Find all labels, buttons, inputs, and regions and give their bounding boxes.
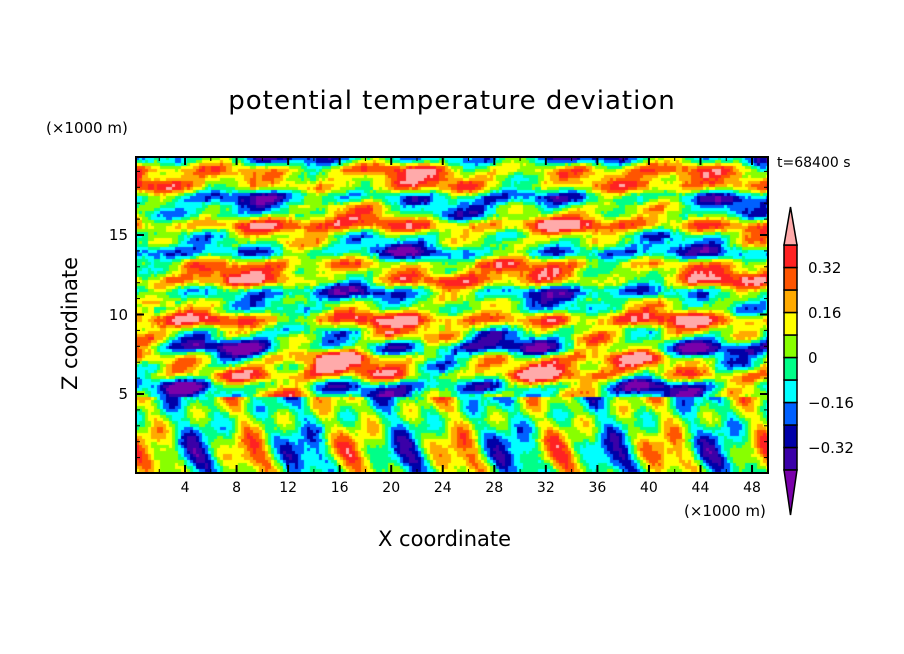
y-tick-label: 15 <box>108 226 128 244</box>
colorbar-extend-bottom <box>783 469 798 516</box>
x-tick-label: 32 <box>536 480 555 496</box>
colorbar-box <box>783 334 798 359</box>
colorbar-tick-label: 0 <box>808 348 818 367</box>
plot-frame <box>135 156 769 474</box>
x-unit-label: (×1000 m) <box>684 502 766 520</box>
time-label: t=68400 s <box>777 155 851 171</box>
colorbar-tick-label: −0.16 <box>808 393 854 412</box>
x-tick-label: 44 <box>691 480 710 496</box>
colorbar-box <box>783 311 798 336</box>
colorbar-tick-label: 0.16 <box>808 303 842 322</box>
colorbar-box <box>783 446 798 471</box>
colorbar-box <box>783 356 798 381</box>
colorbar-box <box>783 401 798 426</box>
x-tick-label: 24 <box>433 480 452 496</box>
colorbar-tick-label: −0.32 <box>808 438 854 457</box>
x-tick-label: 28 <box>485 480 504 496</box>
y-axis-label: Z coordinate <box>58 256 82 390</box>
x-tick-label: 12 <box>279 480 298 496</box>
x-tick-label: 4 <box>180 480 190 496</box>
x-tick-label: 40 <box>640 480 658 496</box>
x-tick-label: 36 <box>588 480 607 496</box>
x-tick-label: 8 <box>232 480 242 496</box>
x-tick-label: 48 <box>743 480 761 496</box>
y-tick-label: 5 <box>118 385 128 403</box>
chart-title: potential temperature deviation <box>228 86 676 116</box>
colorbar-box <box>783 244 798 269</box>
colorbar-box <box>783 379 798 404</box>
colorbar-box <box>783 289 798 314</box>
colorbar-box <box>783 424 798 449</box>
colorbar-tick-label: 0.32 <box>808 258 842 277</box>
y-tick-label: 10 <box>108 305 128 324</box>
x-axis-label: X coordinate <box>378 527 512 551</box>
x-tick-label: 16 <box>330 480 349 496</box>
y-unit-label: (×1000 m) <box>46 119 128 137</box>
colorbar-box <box>783 266 798 291</box>
colorbar-extend-top <box>783 206 798 246</box>
x-tick-label: 20 <box>382 480 401 496</box>
